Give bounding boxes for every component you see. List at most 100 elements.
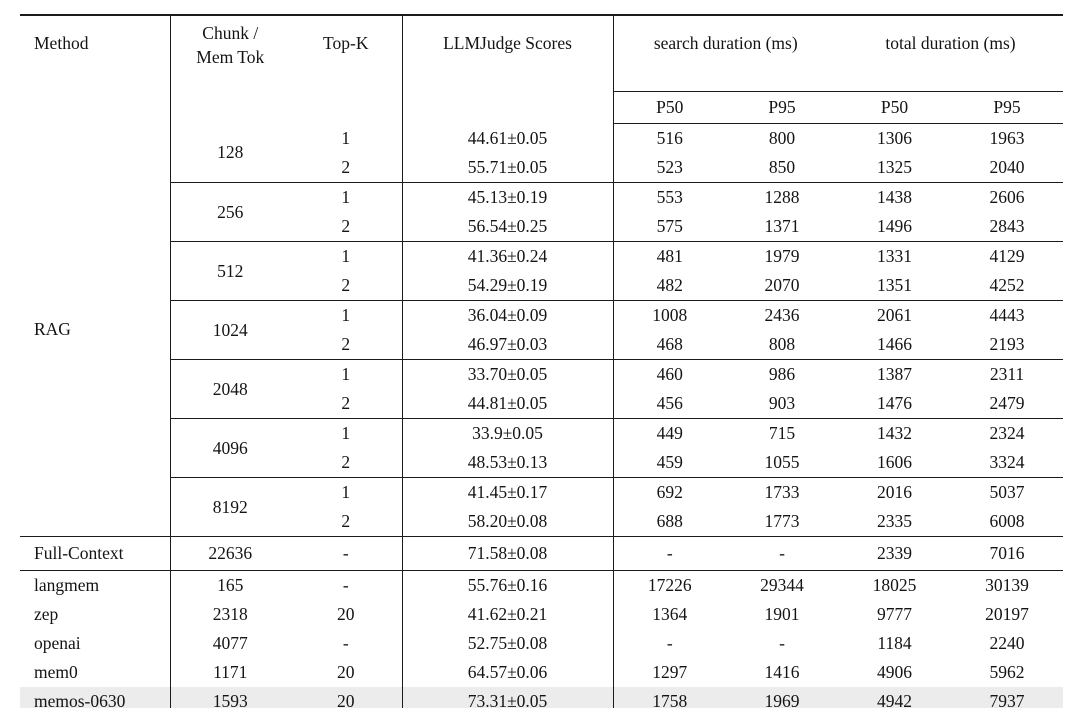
search-p50-cell: 1008 bbox=[613, 300, 726, 330]
score-cell: 46.97±0.03 bbox=[402, 330, 614, 360]
table-row: 1024 1 36.04±0.09 1008 2436 2061 4443 bbox=[20, 300, 1064, 360]
chunk-cell: 256 bbox=[170, 182, 290, 242]
table-row: 2 48.53±0.13 459 1055 1606 3324 bbox=[20, 448, 1063, 478]
search-p50-cell: 692 bbox=[613, 477, 726, 507]
table-row: 8192 1 41.45±0.17 692 1733 2016 5037 bbox=[20, 477, 1064, 537]
total-p95-cell: 2240 bbox=[989, 633, 1025, 653]
score-cell: 36.04±0.09 bbox=[402, 300, 614, 330]
score-cell: 41.36±0.24 bbox=[402, 241, 614, 271]
score-cell: 41.62±0.21 bbox=[402, 600, 614, 629]
header-row-percentiles: P50 P95 P50 P95 bbox=[20, 91, 1064, 124]
chunk-header-line1: Chunk / bbox=[202, 23, 259, 43]
chunk-cell: 22636 bbox=[170, 536, 290, 571]
topk-cell: 2 bbox=[290, 507, 403, 537]
total-p50-cell: 2061 bbox=[838, 300, 951, 330]
score-cell: 73.31±0.05 bbox=[402, 687, 614, 708]
search-p95-cell: 1773 bbox=[764, 511, 800, 531]
column-header-method: Method bbox=[20, 15, 171, 124]
search-p95-cell: - bbox=[779, 633, 785, 653]
table-row: 256 1 45.13±0.19 553 1288 1438 2606 bbox=[20, 182, 1064, 242]
search-p95-cell: 1416 bbox=[764, 662, 800, 682]
table-row-memos-0630: memos-0630 1593 20 73.31±0.05 1758 1969 4942 79… bbox=[20, 687, 1064, 708]
method-cell: langmem bbox=[20, 570, 171, 600]
subheader-search-p95: P95 bbox=[726, 91, 838, 124]
topk-cell: 1 bbox=[290, 300, 403, 330]
chunk-cell: 2048 bbox=[170, 359, 290, 419]
search-p50-cell: - bbox=[666, 633, 673, 653]
search-p95-cell: 1733 bbox=[726, 477, 838, 507]
score-cell: 52.75±0.08 bbox=[402, 629, 614, 658]
table-row-mem0: mem0 1171 20 64.57±0.06 1297 1416 4906 5962 bbox=[20, 658, 1063, 687]
score-cell: 54.29±0.19 bbox=[402, 271, 614, 301]
total-p50-cell: 1476 bbox=[877, 393, 912, 413]
chunk-cell: 512 bbox=[170, 241, 290, 301]
total-p50-cell: 1387 bbox=[838, 359, 951, 389]
chunk-cell: 1171 bbox=[213, 662, 248, 682]
score-cell: 58.20±0.08 bbox=[402, 507, 614, 537]
total-p95-cell: 2193 bbox=[989, 334, 1025, 354]
topk-cell: 2 bbox=[290, 448, 403, 478]
table-row-zep: zep 2318 20 41.62±0.21 1364 1901 9777 20197 bbox=[20, 600, 1063, 629]
topk-cell: 1 bbox=[290, 477, 403, 507]
total-p95-cell: 2479 bbox=[989, 393, 1025, 413]
score-cell: 33.9±0.05 bbox=[402, 418, 614, 448]
table-row: 2 46.97±0.03 468 808 1466 2193 bbox=[20, 330, 1063, 360]
table-row: 4096 1 33.9±0.05 449 715 1432 2324 bbox=[20, 418, 1064, 478]
method-cell: memos-0630 bbox=[20, 687, 171, 708]
column-header-search-duration: search duration (ms) bbox=[613, 15, 838, 92]
column-header-total-duration: total duration (ms) bbox=[838, 15, 1064, 92]
table-row: 2 55.71±0.05 523 850 1325 2040 bbox=[20, 153, 1063, 183]
topk-cell: - bbox=[290, 570, 403, 600]
table-row: 512 1 41.36±0.24 481 1979 1331 4129 bbox=[20, 241, 1064, 301]
chunk-cell: 128 bbox=[217, 142, 244, 163]
table-row: 2 58.20±0.08 688 1773 2335 6008 bbox=[20, 507, 1063, 537]
table-row: 2048 1 33.70±0.05 460 986 1387 2311 bbox=[20, 359, 1064, 419]
chunk-cell: 165 bbox=[217, 575, 244, 595]
topk-cell: 1 bbox=[290, 123, 403, 153]
column-header-topk: Top-K bbox=[290, 15, 403, 124]
table-header: Method Chunk / Mem Tok Top-K LLMJudge Sc… bbox=[20, 15, 1064, 124]
search-p95-cell: 808 bbox=[768, 334, 796, 354]
total-p50-cell: 1606 bbox=[877, 452, 912, 472]
search-p50-cell: 481 bbox=[613, 241, 726, 271]
topk-cell: 2 bbox=[290, 153, 403, 183]
search-p50-cell: 468 bbox=[656, 334, 683, 354]
chunk-header-line2: Mem Tok bbox=[196, 47, 265, 67]
score-cell: 48.53±0.13 bbox=[402, 448, 614, 478]
search-p50-cell: 456 bbox=[656, 393, 683, 413]
topk-cell: 1 bbox=[290, 359, 403, 389]
total-p95-cell: 2311 bbox=[951, 359, 1064, 389]
total-p95-cell: 5962 bbox=[989, 662, 1025, 682]
search-p95-cell: 2436 bbox=[726, 300, 838, 330]
table-row-langmem: langmem 165 -55.76±0.16 17226 29344 18025 3013… bbox=[20, 570, 1063, 600]
table-row: 2 44.81±0.05 456 903 1476 2479 bbox=[20, 389, 1063, 419]
method-cell: Full-Context bbox=[20, 536, 171, 571]
total-p95-cell: 2040 bbox=[989, 157, 1025, 177]
topk-cell: 2 bbox=[290, 212, 403, 242]
search-p50-cell: 553 bbox=[613, 182, 726, 212]
method-cell: openai bbox=[20, 629, 171, 658]
score-cell: 41.45±0.17 bbox=[402, 477, 614, 507]
search-p50-cell: 460 bbox=[613, 359, 726, 389]
benchmark-table-page: Method Chunk / Mem Tok Top-K LLMJudge Sc… bbox=[0, 14, 1080, 708]
chunk-cell: 8192 bbox=[170, 477, 290, 537]
topk-cell: 1 bbox=[290, 418, 403, 448]
total-p95-cell: 2606 bbox=[951, 182, 1064, 212]
topk-cell: 2 bbox=[290, 330, 403, 360]
total-p95-cell: 4252 bbox=[989, 275, 1025, 295]
total-p95-cell: 4129 bbox=[951, 241, 1064, 271]
full-context-section: Full-Context 22636-71.58±0.08- -2339 7016 bbox=[20, 536, 1064, 571]
search-p50-cell: 17226 bbox=[647, 575, 692, 595]
topk-cell: 20 bbox=[290, 600, 403, 629]
score-cell: 64.57±0.06 bbox=[402, 658, 614, 687]
total-p50-cell: 4942 bbox=[838, 687, 951, 708]
score-cell: 55.76±0.16 bbox=[402, 570, 614, 600]
search-p50-cell: 1758 bbox=[613, 687, 726, 708]
chunk-cell: 4077 bbox=[212, 633, 248, 653]
total-p50-cell: 2016 bbox=[838, 477, 951, 507]
total-p50-cell: 1496 bbox=[877, 216, 912, 236]
search-p50-cell: - bbox=[613, 536, 726, 571]
topk-cell: 1 bbox=[290, 182, 403, 212]
baselines-section: langmem 165-55.76±0.16 17226 29344 18025 3013… bbox=[20, 570, 1064, 708]
total-p50-cell: 1432 bbox=[838, 418, 951, 448]
